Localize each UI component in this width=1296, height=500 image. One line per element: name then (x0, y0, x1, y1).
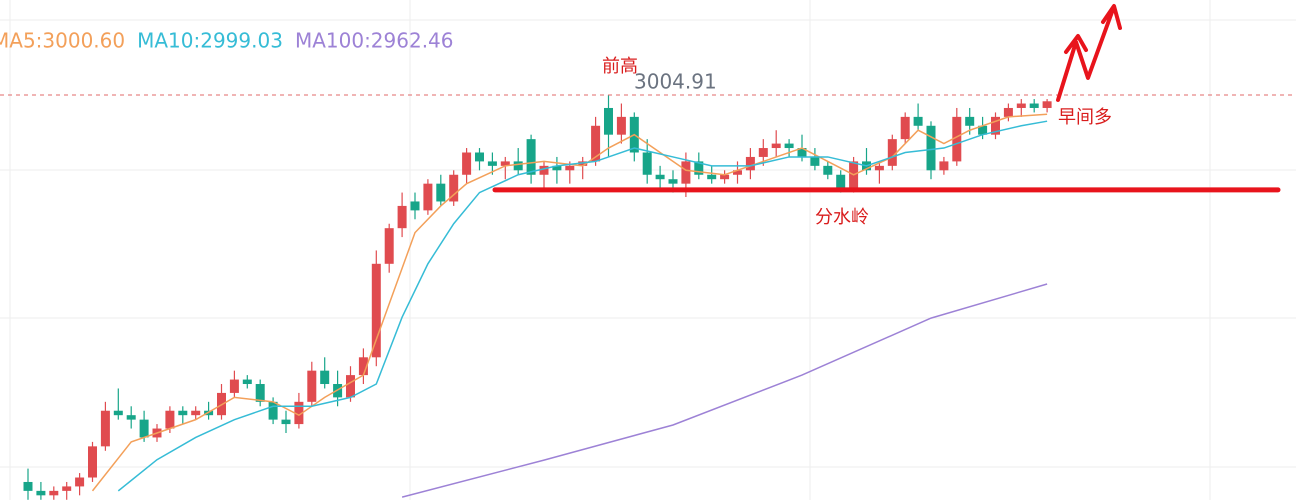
candle-body (462, 152, 472, 175)
candle-body (565, 165, 575, 171)
candle-body (191, 410, 201, 416)
candle-body (62, 486, 72, 491)
candle-body (694, 161, 704, 175)
candle-body (616, 116, 626, 135)
candle-body (552, 165, 562, 171)
candle-body (926, 125, 936, 171)
candle-body (991, 116, 1000, 135)
candle-body (487, 161, 497, 166)
candle-body (526, 139, 536, 175)
candle-body (965, 116, 975, 126)
candle-body (100, 410, 110, 447)
candle-body (371, 263, 381, 358)
candle-body (745, 156, 755, 171)
candle-body (410, 201, 420, 211)
candle-body (178, 410, 188, 416)
candle-body (165, 410, 175, 429)
candle-body (758, 148, 768, 157)
candle-body (784, 143, 794, 149)
candle-body (49, 490, 59, 496)
candle-body (139, 419, 149, 438)
candle-body (823, 165, 833, 175)
candle-body (513, 161, 523, 171)
candle-body (771, 143, 781, 149)
candle-body (23, 481, 33, 491)
legend-entry: MA100:2962.46 (295, 29, 454, 53)
candle-body (1029, 103, 1039, 108)
drawn-arrow (1056, 4, 1122, 102)
candle-body (358, 357, 368, 376)
candle-body (604, 107, 613, 135)
candle-body (255, 384, 265, 402)
candle-body (384, 228, 394, 264)
candle-body (126, 415, 136, 420)
candle-body (874, 165, 884, 171)
candle-body (900, 116, 910, 140)
candle-body (449, 174, 459, 202)
candle-body (642, 152, 652, 175)
candle-body (668, 179, 678, 184)
candle-body (1042, 101, 1052, 108)
candle-body (733, 170, 742, 175)
candle-body (913, 116, 923, 126)
candle-body (88, 446, 97, 478)
support-label: 分水岭 (815, 207, 869, 228)
legend-entry: MA10:2999.03 (137, 29, 283, 53)
candle-body (939, 161, 949, 171)
legend-entry: MA5:3000.60 (0, 29, 125, 53)
peak-label: 前高 (602, 56, 638, 77)
plot: MA5:3000.60 MA10:2999.03 MA100:2962.46 3004… (0, 29, 1296, 500)
candle-body (294, 401, 304, 425)
candle-body (242, 379, 252, 385)
candle-body (539, 165, 549, 175)
candle-body (887, 139, 897, 166)
candle-body (500, 161, 510, 166)
candle-body (591, 125, 601, 162)
candle-body (113, 410, 123, 416)
candle-body (797, 148, 807, 157)
candle-body (836, 174, 846, 189)
candle-body (1003, 107, 1013, 117)
candle-body (436, 183, 446, 202)
candle-body (346, 375, 355, 398)
price-label: 3004.91 (634, 70, 717, 94)
candle-body (720, 174, 730, 180)
ma-line (401, 283, 1048, 498)
candle-body (307, 370, 317, 402)
candle-body (397, 205, 407, 229)
ma-line (117, 120, 1048, 492)
candle-body (475, 152, 484, 162)
candle-body (681, 161, 691, 184)
candle-body (268, 401, 278, 420)
candle-body (281, 419, 291, 425)
candle-body (75, 477, 85, 487)
candle-body (229, 379, 239, 393)
candle-body (952, 116, 962, 162)
candle-body (320, 370, 330, 385)
candle-body (707, 174, 717, 180)
candle-body (810, 156, 820, 166)
note: 早间多 (1058, 107, 1112, 128)
candle-body (655, 174, 665, 180)
candle-body (36, 490, 46, 496)
candle-body (1016, 103, 1026, 108)
candle-body (978, 125, 988, 135)
candle-body (423, 183, 433, 211)
